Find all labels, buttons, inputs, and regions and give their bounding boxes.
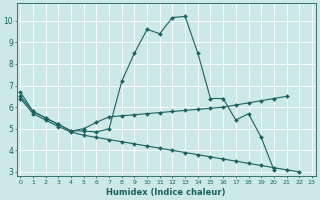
X-axis label: Humidex (Indice chaleur): Humidex (Indice chaleur)	[106, 188, 226, 197]
